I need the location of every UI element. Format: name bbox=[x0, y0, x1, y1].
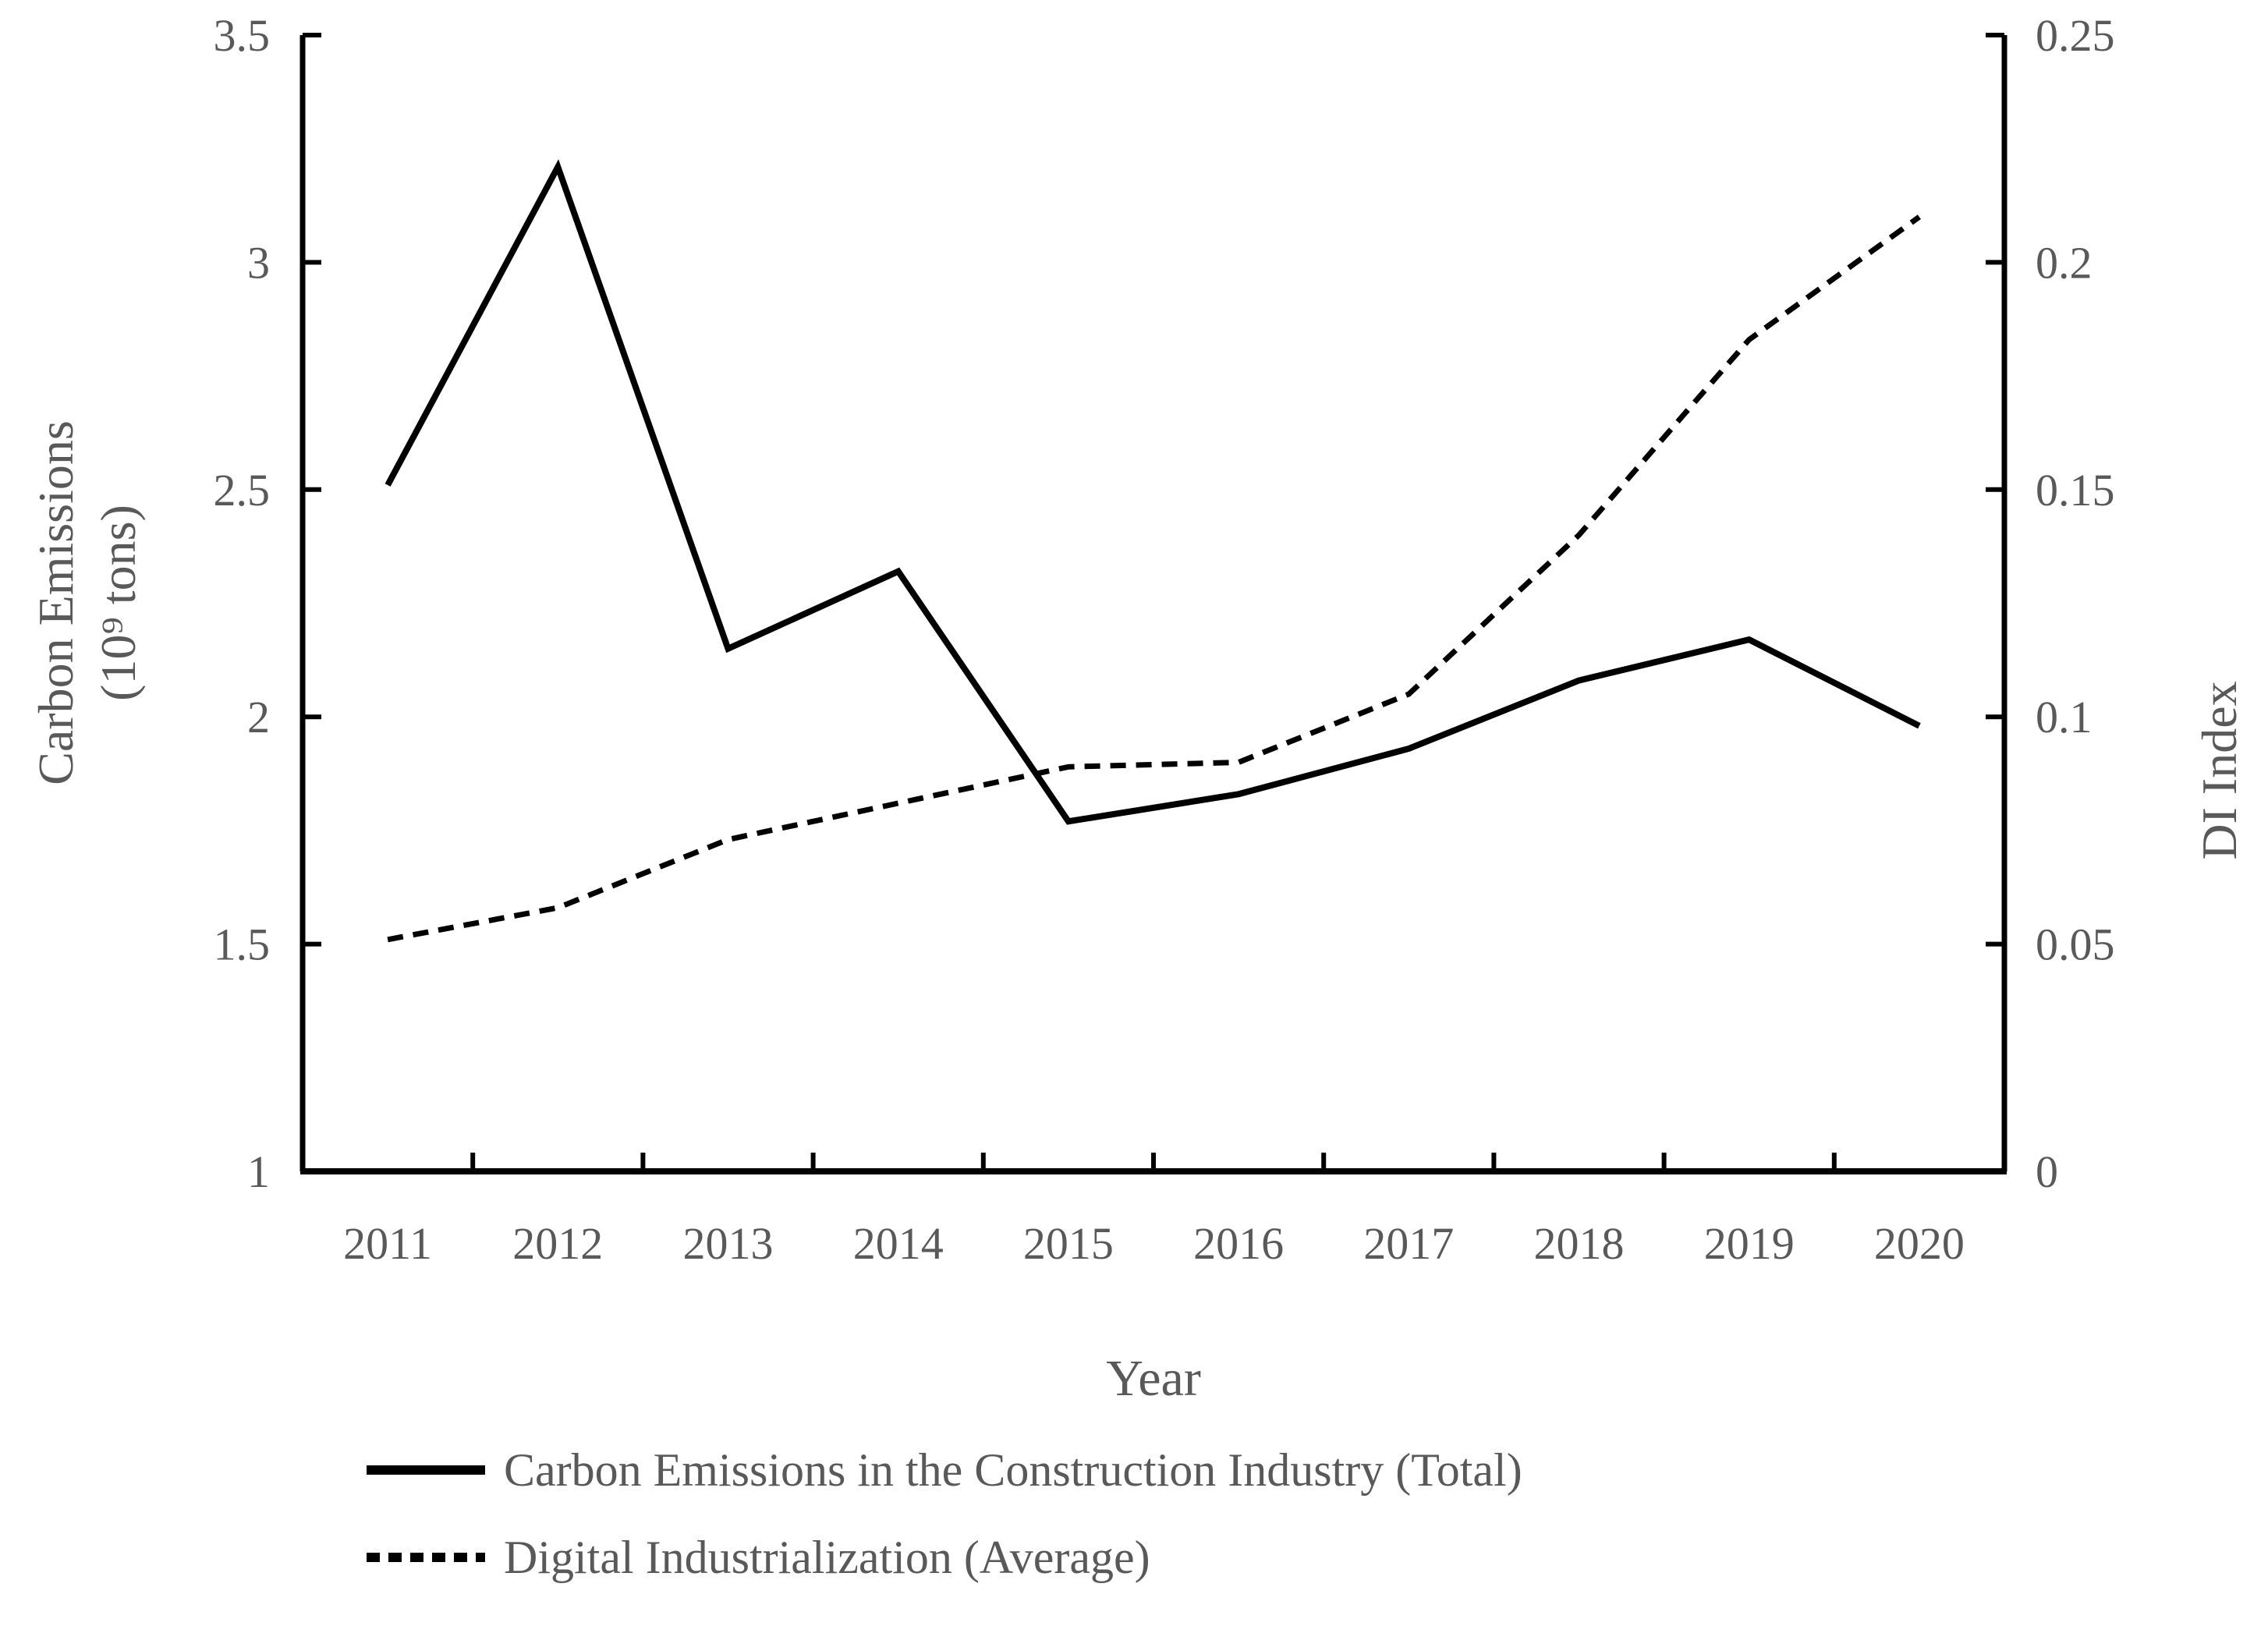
left-axis-title-line1: Carbon Emissions bbox=[28, 420, 83, 785]
x-axis-tick-label: 2012 bbox=[512, 1218, 603, 1269]
right-axis-tick-label: 0.15 bbox=[2036, 465, 2115, 515]
left-axis-tick-label: 1.5 bbox=[214, 919, 271, 970]
left-axis-tick-label: 3 bbox=[247, 237, 270, 288]
left-axis-tick-label: 2 bbox=[247, 692, 270, 742]
x-axis-title: Year bbox=[1106, 1350, 1201, 1407]
left-axis-title: Carbon Emissions (10⁹ tons) bbox=[25, 420, 150, 785]
x-axis-tick-label: 2011 bbox=[343, 1218, 432, 1269]
series-line-dashed bbox=[387, 214, 1921, 943]
dashed-line-swatch bbox=[367, 1553, 485, 1562]
x-axis-tick-label: 2018 bbox=[1534, 1218, 1625, 1269]
left-axis-title-line2: (10⁹ tons) bbox=[90, 505, 146, 701]
x-axis-tick-label: 2020 bbox=[1874, 1218, 1965, 1269]
right-axis-tick-label: 0.05 bbox=[2036, 919, 2115, 970]
legend-item-digital-industrialization: Digital Industrialization (Average) bbox=[367, 1532, 1522, 1583]
left-axis-tick-label: 3.5 bbox=[214, 10, 271, 61]
x-axis-tick-label: 2013 bbox=[683, 1218, 774, 1269]
left-axis-tick-label: 1 bbox=[247, 1146, 270, 1197]
right-axis-tick-label: 0.25 bbox=[2036, 10, 2115, 61]
right-axis-tick-label: 0 bbox=[2036, 1146, 2058, 1197]
legend-label-digital-industrialization: Digital Industrialization (Average) bbox=[504, 1532, 1150, 1583]
right-axis-tick-label: 0.2 bbox=[2036, 237, 2093, 288]
legend-item-carbon-emissions: Carbon Emissions in the Construction Ind… bbox=[367, 1444, 1522, 1496]
series-line-solid bbox=[384, 159, 1921, 825]
x-axis-tick-label: 2014 bbox=[853, 1218, 944, 1269]
left-axis-tick-label: 2.5 bbox=[214, 465, 271, 515]
x-axis-tick-label: 2016 bbox=[1193, 1218, 1284, 1269]
legend-label-carbon-emissions: Carbon Emissions in the Construction Ind… bbox=[504, 1444, 1522, 1496]
solid-line-swatch bbox=[367, 1465, 485, 1475]
x-axis-tick-label: 2019 bbox=[1704, 1218, 1795, 1269]
x-axis-tick-label: 2015 bbox=[1023, 1218, 1114, 1269]
x-axis-tick-label: 2017 bbox=[1363, 1218, 1454, 1269]
right-axis-tick-label: 0.1 bbox=[2036, 692, 2093, 742]
legend: Carbon Emissions in the Construction Ind… bbox=[367, 1444, 1522, 1583]
right-axis-title: DI Index bbox=[2192, 681, 2247, 860]
